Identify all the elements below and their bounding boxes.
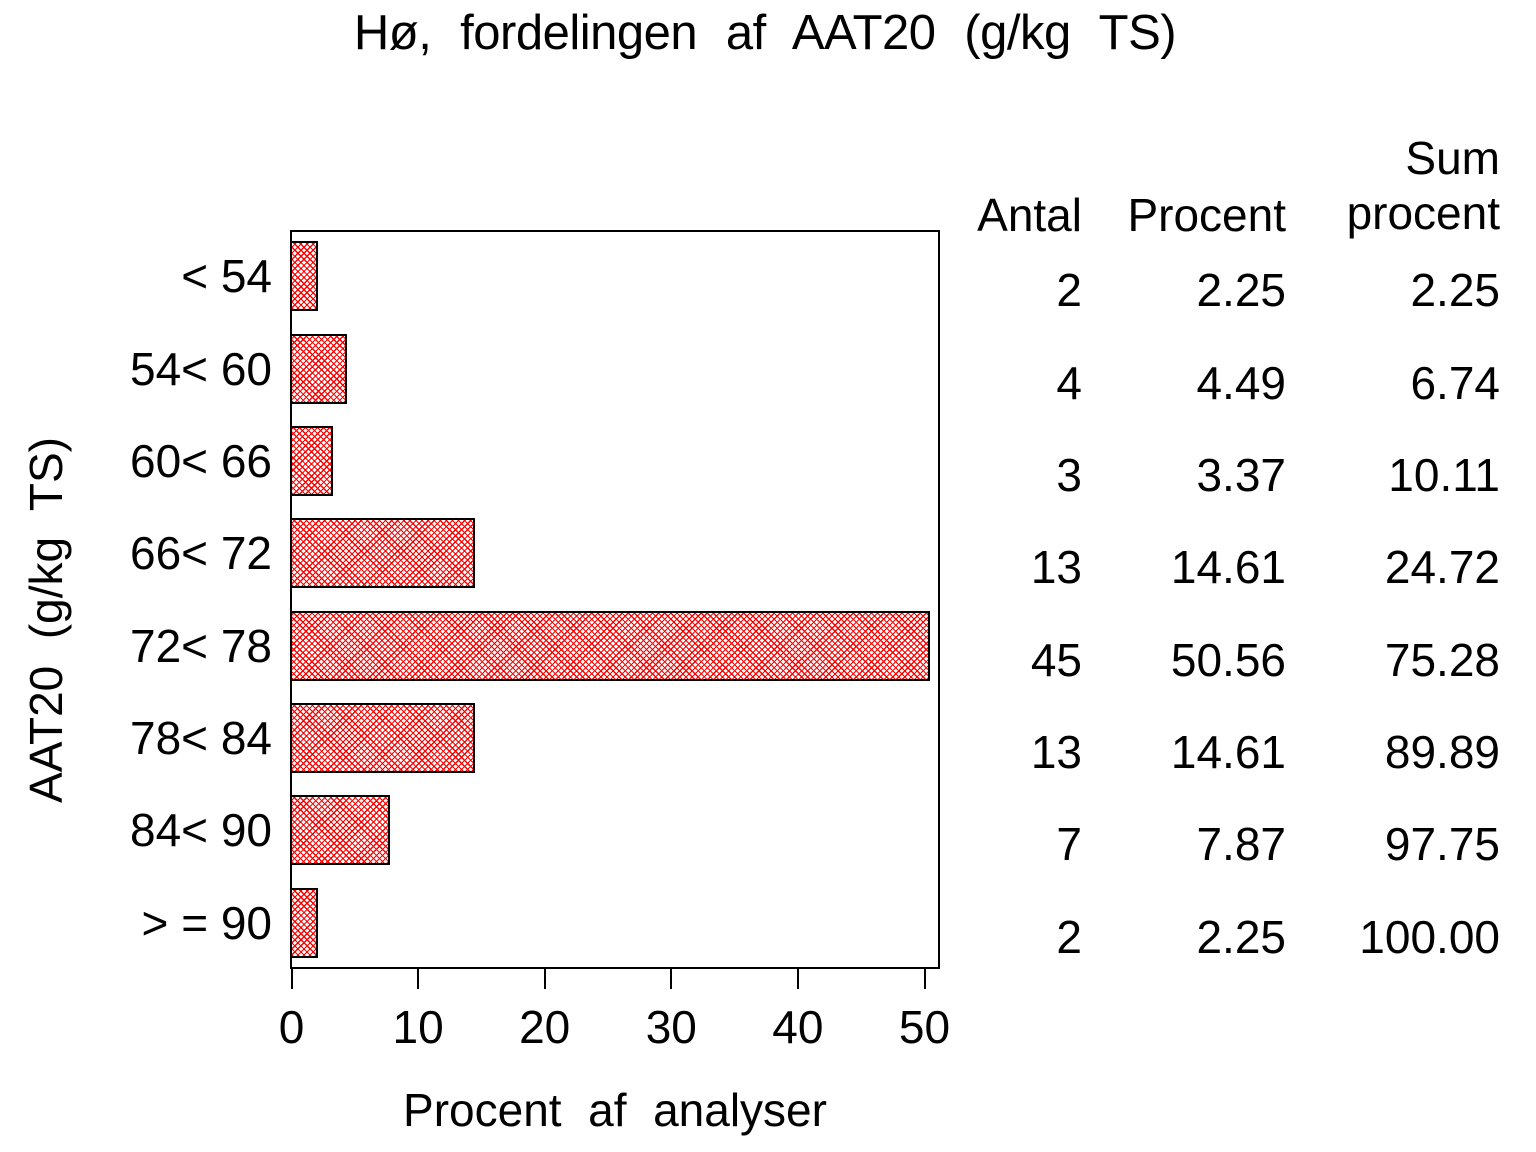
table-header-antal: Antal <box>977 189 1082 241</box>
category-label: 54< 60 <box>130 342 272 395</box>
table-cell-antal: 45 <box>1030 633 1082 686</box>
table-cell-sum-procent: 89.89 <box>1384 726 1500 779</box>
x-tick-mark <box>796 969 799 989</box>
bar <box>290 518 475 589</box>
table-cell-sum-procent: 100.00 <box>1359 910 1500 963</box>
table-cell-sum-procent: 2.25 <box>1410 264 1500 317</box>
table-cell-antal: 4 <box>1056 356 1082 409</box>
table-cell-procent: 50.56 <box>1170 633 1286 686</box>
bar <box>290 703 475 774</box>
table-cell-procent: 3.37 <box>1196 448 1286 501</box>
table-cell-procent: 14.61 <box>1170 726 1286 779</box>
table-cell-procent: 7.87 <box>1196 818 1286 871</box>
table-cell-sum-procent: 10.11 <box>1388 448 1500 501</box>
plot-area-frame <box>290 230 940 969</box>
y-axis-label: AAT20 (g/kg TS) <box>20 437 72 803</box>
x-tick-mark <box>923 969 926 989</box>
bar <box>290 610 930 681</box>
bar <box>290 241 318 312</box>
category-label: 66< 72 <box>130 527 272 580</box>
bar <box>290 425 333 496</box>
x-tick-mark <box>290 969 293 989</box>
table-cell-sum-procent: 97.75 <box>1384 818 1500 871</box>
category-label: 72< 78 <box>130 619 272 672</box>
table-header-procent: Procent <box>1127 189 1286 241</box>
table-cell-procent: 14.61 <box>1170 541 1286 594</box>
x-tick-mark <box>543 969 546 989</box>
table-cell-antal: 2 <box>1056 264 1082 317</box>
table-cell-procent: 4.49 <box>1196 356 1286 409</box>
x-tick-label: 50 <box>898 1001 951 1053</box>
bar <box>290 795 390 866</box>
category-label: 78< 84 <box>130 712 272 765</box>
x-tick-label: 20 <box>519 1001 571 1053</box>
table-cell-procent: 2.25 <box>1196 910 1286 963</box>
table-cell-antal: 13 <box>1030 726 1082 779</box>
x-tick-label: 0 <box>278 1001 305 1053</box>
table-header-sum-procent: Sum procent <box>1347 131 1500 241</box>
category-label: < 54 <box>181 250 272 303</box>
table-cell-sum-procent: 6.74 <box>1410 356 1500 409</box>
table-cell-antal: 3 <box>1056 448 1082 501</box>
table-cell-sum-procent: 75.28 <box>1384 633 1500 686</box>
category-label: 84< 90 <box>130 804 272 857</box>
table-header-sum-line2: procent <box>1346 187 1500 239</box>
table-cell-antal: 2 <box>1056 910 1082 963</box>
bar <box>290 887 318 958</box>
x-tick-label: 10 <box>392 1001 444 1053</box>
category-label: 60< 66 <box>130 434 272 487</box>
bar <box>290 333 347 404</box>
table-cell-antal: 7 <box>1056 818 1082 871</box>
x-tick-label: 30 <box>645 1001 697 1053</box>
x-tick-label: 40 <box>772 1001 824 1053</box>
table-header-sum-line1: Sum <box>1405 132 1500 184</box>
table-cell-antal: 13 <box>1030 541 1082 594</box>
chart-title: Hø, fordelingen af AAT20 (g/kg TS) <box>353 6 1177 60</box>
table-cell-procent: 2.25 <box>1196 264 1286 317</box>
x-axis-label: Procent af analyser <box>403 1084 827 1136</box>
category-label: > = 90 <box>141 896 272 949</box>
table-cell-sum-procent: 24.72 <box>1384 541 1500 594</box>
x-tick-mark <box>670 969 673 989</box>
x-tick-mark <box>417 969 420 989</box>
